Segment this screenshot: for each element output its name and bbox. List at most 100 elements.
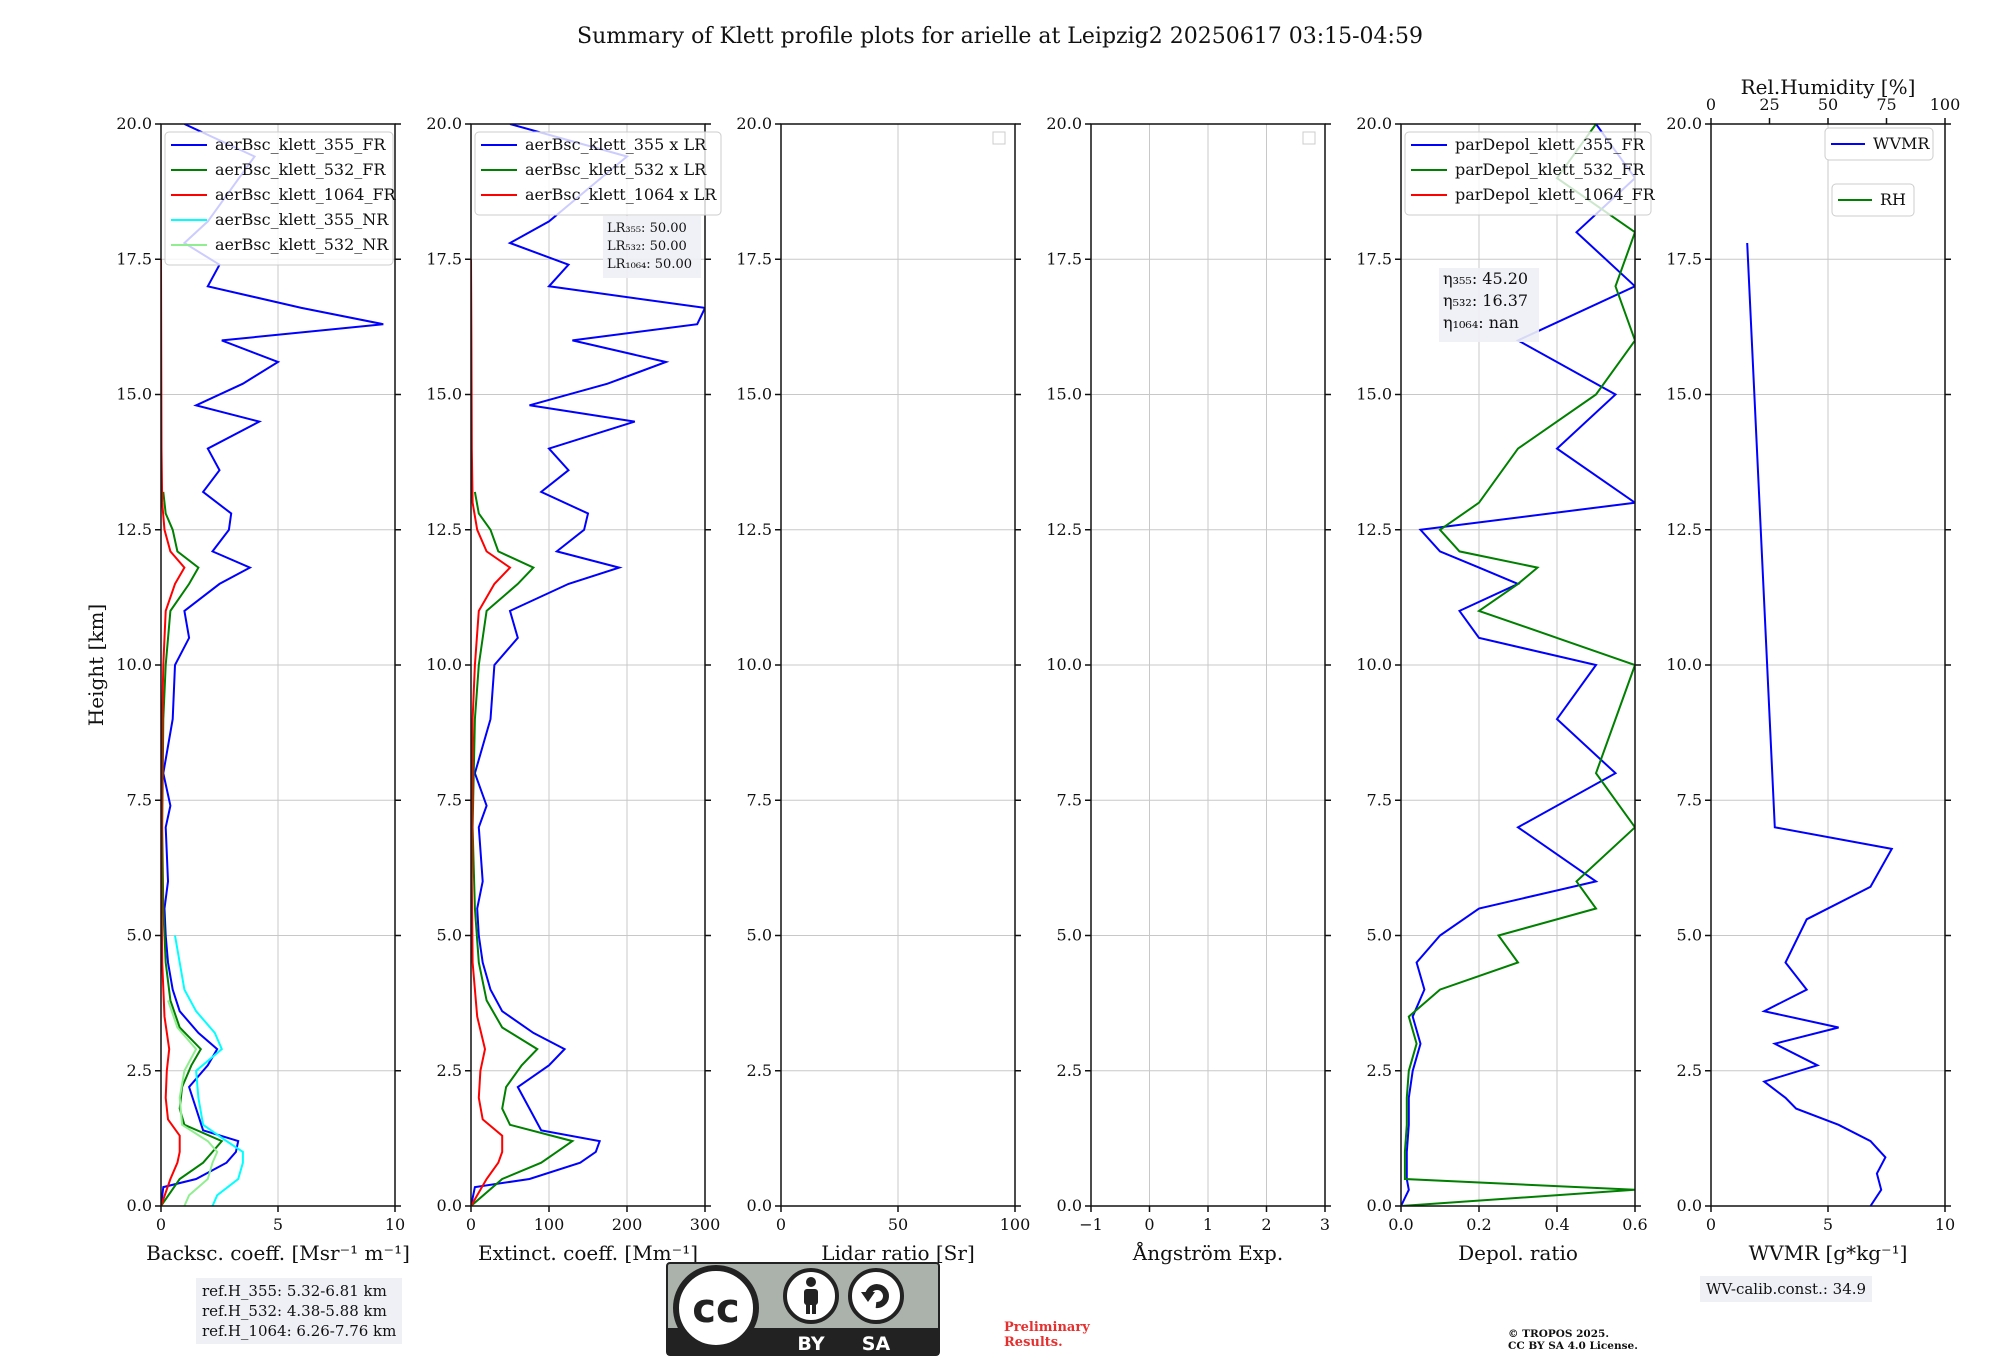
y-tick-label: 12.5 xyxy=(736,520,772,539)
y-tick-label: 12.5 xyxy=(426,520,462,539)
panel-backscatter: 0.0 2.5 5.0 7.5 10.0 12.5 15.0 17.5 20.0 0 5 10 Back… xyxy=(84,114,410,1265)
legend-entry: aerBsc_klett_532_NR xyxy=(215,235,389,254)
x-tick-label: 3 xyxy=(1320,1215,1330,1234)
y-tick-label: 2.5 xyxy=(1367,1061,1392,1080)
y-tick-label: 5.0 xyxy=(1057,926,1082,945)
y-tick-label: 0.0 xyxy=(1677,1196,1702,1215)
y-tick-label: 0.0 xyxy=(747,1196,772,1215)
y-tick-label: 7.5 xyxy=(1677,790,1702,809)
y-tick-label: 2.5 xyxy=(747,1061,772,1080)
panel-angstroem: 0.0 2.5 5.0 7.5 10.0 12.5 15.0 17.5 20.0 −1 0 1 2 3 Ån… xyxy=(1046,114,1331,1265)
top-tick-label: 75 xyxy=(1876,95,1896,114)
axes-frame xyxy=(1400,123,1636,1207)
x-axis-label: WVMR [g*kg⁻¹] xyxy=(1749,1241,1908,1265)
axes-frame xyxy=(780,123,1016,1207)
legend-entry: parDepol_klett_1064_FR xyxy=(1455,185,1656,204)
preliminary-note: Preliminary Results. xyxy=(1004,1320,1090,1350)
x-tick-label: 300 xyxy=(690,1215,721,1234)
preliminary-line-2: Results. xyxy=(1004,1335,1063,1350)
panel-lidar-ratio: 0.0 2.5 5.0 7.5 10.0 12.5 15.0 17.5 20.0 0 50 100 Li… xyxy=(736,114,1030,1265)
axes-frame xyxy=(470,123,706,1207)
copyright-note: © TROPOS 2025. CC BY SA 4.0 License. xyxy=(1508,1328,1638,1352)
axes-frame xyxy=(1090,123,1326,1207)
y-tick-label: 12.5 xyxy=(1046,520,1082,539)
by-person-icon xyxy=(783,1268,839,1324)
y-tick-label: 20.0 xyxy=(1356,114,1392,133)
x-tick-label: 5 xyxy=(273,1215,283,1234)
panel-extinction: 0.0 2.5 5.0 7.5 10.0 12.5 15.0 17.5 20.0 0 100 200 3… xyxy=(426,114,722,1265)
series-line-aerBsc_klett_355_NR xyxy=(174,935,244,1206)
x-tick-label: 100 xyxy=(534,1215,565,1234)
y-tick-label: 20.0 xyxy=(1666,114,1702,133)
y-tick-label: 17.5 xyxy=(1046,249,1082,268)
legend: parDepol_klett_355_FR parDepol_klett_532_… xyxy=(1404,131,1656,216)
x-tick-label: 0 xyxy=(466,1215,476,1234)
x-axis-label: Extinct. coeff. [Mm⁻¹] xyxy=(478,1241,698,1265)
series-line-aerBsc_klett_355_FR xyxy=(161,124,384,1206)
y-tick-label: 2.5 xyxy=(437,1061,462,1080)
y-axis-label: Height [km] xyxy=(84,604,108,726)
top-tick-label: 100 xyxy=(1930,95,1961,114)
series-line-aerBsc_klett_532_NR xyxy=(167,1000,219,1206)
y-tick-label: 5.0 xyxy=(1677,926,1702,945)
cc-mark: cc xyxy=(692,1286,739,1332)
x-tick-label: 0 xyxy=(1706,1215,1716,1234)
legend-WVMR: WVMR xyxy=(1824,127,1934,161)
legend: aerBsc_klett_355 x LR aerBsc_klett_532 x … xyxy=(474,131,722,216)
series-line-aerBsc_klett_355 x LR xyxy=(471,124,705,1206)
annotation-box: LR₃₅₅: 50.00 LR₅₃₂: 50.00 LR₁₀₆₄: 50.00 xyxy=(603,216,701,278)
ref-height-1064: ref.H_1064: 6.26-7.76 km xyxy=(202,1322,397,1340)
series-line-parDepol_klett_355_FR xyxy=(1401,124,1635,1206)
x-tick-label: 0 xyxy=(156,1215,166,1234)
legend-box xyxy=(474,131,722,216)
x-axis-label: Depol. ratio xyxy=(1458,1241,1578,1265)
x-tick-label: 10 xyxy=(385,1215,405,1234)
legend-RH: RH xyxy=(1831,183,1915,217)
legend-entry: WVMR xyxy=(1873,134,1930,153)
legend-entry: aerBsc_klett_1064 x LR xyxy=(525,185,717,204)
legend-entry: aerBsc_klett_532_FR xyxy=(215,160,386,179)
y-tick-label: 2.5 xyxy=(127,1061,152,1080)
x-tick-label: 10 xyxy=(1935,1215,1955,1234)
y-tick-label: 17.5 xyxy=(1356,249,1392,268)
annotation-line: LR₅₃₂: 50.00 xyxy=(607,239,687,254)
y-tick-label: 17.5 xyxy=(736,249,772,268)
annotation-box: η₃₅₅: 45.20 η₅₃₂: 16.37 η₁₀₆₄: nan xyxy=(1439,268,1539,342)
legend-entry: aerBsc_klett_355_NR xyxy=(215,210,389,229)
legend-entry: RH xyxy=(1880,190,1906,209)
sa-label: SA xyxy=(862,1333,891,1355)
legend-entry: aerBsc_klett_355 x LR xyxy=(525,135,707,154)
x-tick-label: 0 xyxy=(776,1215,786,1234)
y-tick-label: 15.0 xyxy=(1046,385,1082,404)
annotation-bg xyxy=(1439,268,1539,342)
y-tick-label: 2.5 xyxy=(1057,1061,1082,1080)
legend-box xyxy=(1831,183,1915,217)
panel-water-vapor: 0.02.55.07.510.012.515.017.520.00 5 10WVMR… xyxy=(1666,75,1961,1265)
y-tick-label: 12.5 xyxy=(1666,520,1702,539)
y-tick-label: 10.0 xyxy=(1356,655,1392,674)
x-tick-label: −1 xyxy=(1079,1215,1103,1234)
top-tick-label: 25 xyxy=(1759,95,1779,114)
copyright-line-2: CC BY SA 4.0 License. xyxy=(1508,1340,1638,1352)
annotation-line: LR₁₀₆₄: 50.00 xyxy=(607,257,692,272)
y-tick-label: 7.5 xyxy=(1057,790,1082,809)
reference-height-box: ref.H_355: 5.32-6.81 km ref.H_532: 4.38-… xyxy=(196,1278,403,1344)
y-tick-label: 15.0 xyxy=(1666,385,1702,404)
legend-entry: aerBsc_klett_1064_FR xyxy=(215,185,397,204)
y-tick-label: 15.0 xyxy=(736,385,772,404)
y-tick-label: 5.0 xyxy=(1367,926,1392,945)
y-tick-label: 7.5 xyxy=(1367,790,1392,809)
ref-height-355: ref.H_355: 5.32-6.81 km xyxy=(202,1282,387,1300)
x-axis-label: Lidar ratio [Sr] xyxy=(821,1241,975,1265)
legend-box xyxy=(164,131,394,266)
top-tick-label: 0 xyxy=(1706,95,1716,114)
x-tick-label: 5 xyxy=(1823,1215,1833,1234)
legend: aerBsc_klett_355_FR aerBsc_klett_532_FRae… xyxy=(164,131,397,266)
y-tick-label: 2.5 xyxy=(1677,1061,1702,1080)
y-tick-label: 15.0 xyxy=(116,385,152,404)
y-tick-label: 15.0 xyxy=(426,385,462,404)
annotation-line: η₃₅₅: 45.20 xyxy=(1443,269,1528,288)
cc-by-sa-badge: cc BY SA xyxy=(666,1262,940,1356)
x-tick-label: 100 xyxy=(1000,1215,1031,1234)
annotation-line: η₅₃₂: 16.37 xyxy=(1443,291,1528,310)
